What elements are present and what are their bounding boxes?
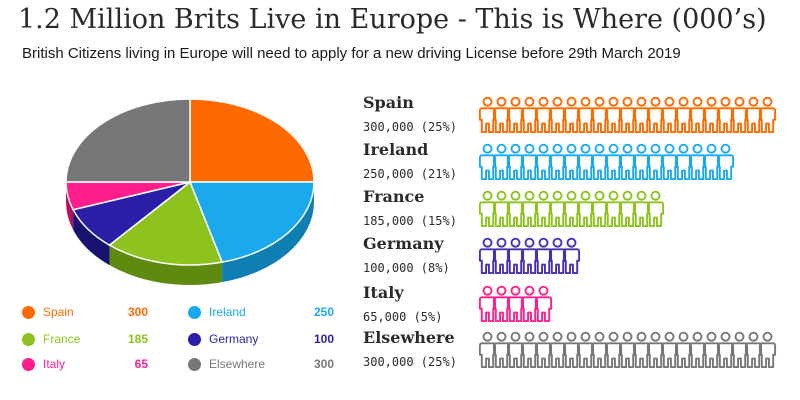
legend-value: 65 [134, 357, 148, 371]
pie-legend: Spain 300 Ireland 250 France 185 Germany… [22, 300, 344, 380]
legend-value: 185 [127, 332, 148, 346]
pie-slice-elsewhere [65, 98, 191, 183]
legend-item-elsewhere: Elsewhere 300 [188, 356, 338, 374]
pie-slice-spain [189, 98, 315, 183]
country-value: 100,000 (8%) [363, 261, 450, 275]
person-icon [534, 285, 553, 323]
person-icon [716, 143, 735, 181]
country-name: Elsewhere [363, 328, 455, 347]
legend-label: Ireland [209, 305, 246, 319]
country-value: 300,000 (25%) [363, 355, 457, 369]
legend-swatch [22, 358, 35, 371]
legend-label: Germany [209, 332, 259, 346]
country-name: Spain [363, 93, 414, 112]
person-icon [758, 331, 777, 369]
legend-value: 250 [313, 305, 334, 319]
legend-swatch [22, 333, 35, 346]
pie-slice-france [108, 180, 224, 266]
person-icon [646, 190, 665, 228]
legend-item-germany: Germany 100 [188, 331, 338, 349]
pie-chart [65, 98, 315, 285]
pie-slice-ireland [188, 181, 315, 264]
country-name: France [363, 187, 425, 206]
pie-side-italy [66, 182, 74, 230]
country-name: Germany [363, 234, 444, 253]
country-name: Ireland [363, 140, 429, 159]
legend-value: 100 [313, 332, 334, 346]
legend-item-italy: Italy 65 [22, 356, 152, 374]
legend-value: 300 [313, 357, 334, 371]
person-icon [562, 237, 581, 275]
legend-label: Spain [43, 305, 74, 319]
legend-swatch [188, 358, 201, 371]
country-value: 250,000 (21%) [363, 167, 457, 181]
legend-item-ireland: Ireland 250 [188, 304, 338, 322]
legend-swatch [188, 333, 201, 346]
chart-subtitle: British Citizens living in Europe will n… [22, 45, 681, 62]
person-icon [758, 96, 777, 134]
legend-item-spain: Spain 300 [22, 304, 152, 322]
legend-swatch [188, 306, 201, 319]
legend-swatch [22, 306, 35, 319]
chart-title: 1.2 Million Brits Live in Europe - This … [18, 4, 767, 35]
legend-label: Italy [43, 357, 66, 371]
legend-label: Elsewhere [209, 357, 266, 371]
legend-label: France [43, 332, 81, 346]
country-value: 185,000 (15%) [363, 214, 457, 228]
legend-item-france: France 185 [22, 331, 152, 349]
country-value: 300,000 (25%) [363, 120, 457, 134]
pie-side-france [109, 245, 223, 285]
country-value: 65,000 (5%) [363, 310, 443, 324]
legend-value: 300 [127, 305, 148, 319]
country-name: Italy [363, 283, 404, 302]
